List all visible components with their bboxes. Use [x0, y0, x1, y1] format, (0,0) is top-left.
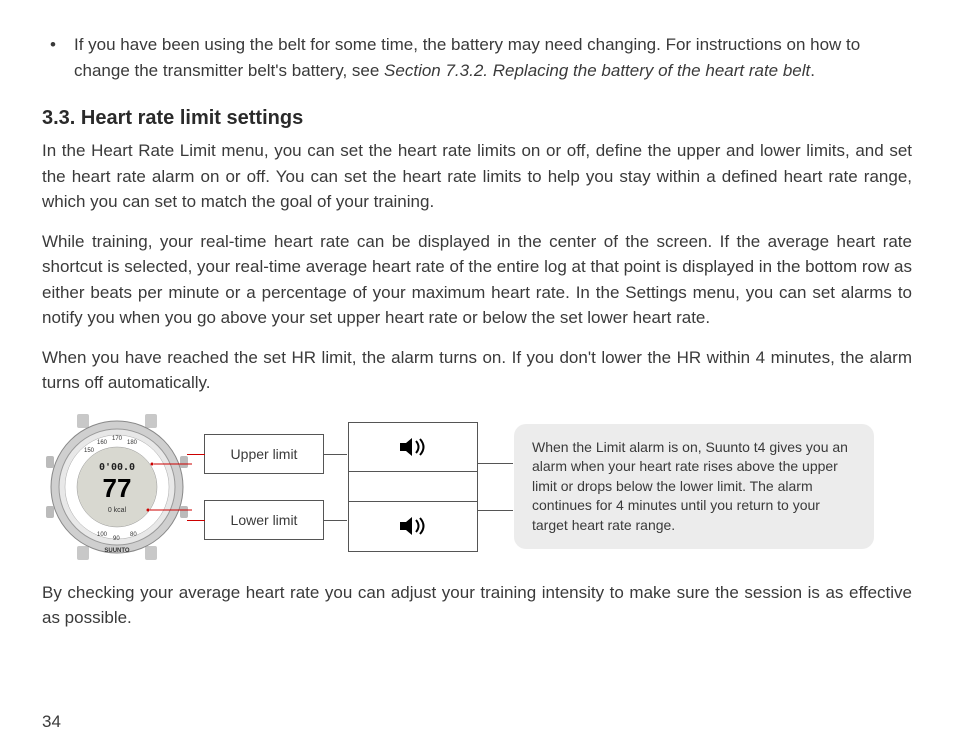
paragraph-2: While training, your real-time heart rat… — [42, 229, 912, 331]
alarm-lower-cell — [349, 502, 477, 550]
speaker-icon — [398, 516, 428, 536]
lower-limit-box: Lower limit — [204, 500, 324, 540]
bullet-marker: • — [42, 32, 74, 83]
watch-timer: 0'00.0 — [99, 462, 135, 473]
lower-limit-label: Lower limit — [231, 512, 298, 528]
watch-brand: SUUNTO — [104, 548, 130, 554]
bullet-text: If you have been using the belt for some… — [74, 32, 912, 83]
svg-text:90: 90 — [113, 536, 120, 542]
callout-box: When the Limit alarm is on, Suunto t4 gi… — [514, 424, 874, 550]
paragraph-1: In the Heart Rate Limit menu, you can se… — [42, 138, 912, 215]
speaker-icon — [398, 437, 428, 457]
upper-limit-label: Upper limit — [231, 446, 298, 462]
alarm-upper-cell — [349, 423, 477, 471]
bullet-text-2: . — [810, 61, 815, 80]
svg-text:100: 100 — [97, 532, 108, 538]
diagram: 160 170 180 150 100 90 80 0'00.0 77 0 kc… — [42, 412, 912, 562]
watch-kcal: 0 kcal — [108, 507, 127, 514]
alarm-mid-cell — [349, 472, 477, 501]
section-heading: 3.3. Heart rate limit settings — [42, 107, 912, 130]
watch-illustration: 160 170 180 150 100 90 80 0'00.0 77 0 kc… — [42, 412, 192, 562]
svg-text:150: 150 — [84, 448, 95, 454]
paragraph-3: When you have reached the set HR limit, … — [42, 345, 912, 396]
alarm-column — [348, 422, 478, 552]
limit-labels-column: Upper limit Lower limit — [204, 434, 324, 540]
page-number: 34 — [42, 712, 61, 732]
watch-hr: 77 — [103, 473, 132, 503]
scale-tick: 160 — [97, 440, 108, 446]
svg-text:180: 180 — [127, 440, 138, 446]
bullet-item: • If you have been using the belt for so… — [42, 32, 912, 83]
bullet-italic: Section 7.3.2. Replacing the battery of … — [384, 61, 810, 80]
svg-text:80: 80 — [130, 532, 137, 538]
svg-text:170: 170 — [112, 436, 123, 442]
paragraph-4: By checking your average heart rate you … — [42, 580, 912, 631]
upper-limit-box: Upper limit — [204, 434, 324, 474]
